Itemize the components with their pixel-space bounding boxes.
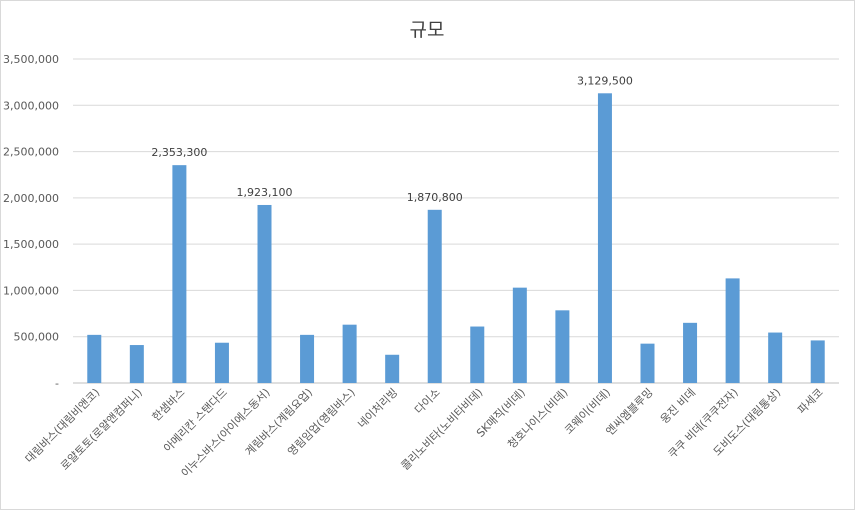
data-label: 1,870,800 <box>407 191 463 204</box>
bars <box>87 93 825 383</box>
bar <box>725 278 740 383</box>
x-tick-label: 로얄토토(로얄앤컴퍼니) <box>57 385 145 473</box>
bar <box>385 354 400 383</box>
bar <box>129 345 144 383</box>
x-tick-label: 콜리노비타(노비타비데) <box>399 386 486 473</box>
x-tick-label: 한샘바스 <box>150 386 188 424</box>
x-tick-label: 다이소 <box>412 386 443 417</box>
bar <box>214 342 229 383</box>
data-labels: 2,353,300 1,923,100 1,870,800 3,129,500 <box>151 74 633 204</box>
x-tick-label: 웅진 비데 <box>658 386 698 426</box>
x-tick-label: 파세코 <box>795 386 826 417</box>
bar <box>172 165 187 383</box>
y-tick-label: 2,000,000 <box>3 192 59 205</box>
bar <box>470 326 485 383</box>
y-axis-ticks: - 500,000 1,000,000 1,500,000 2,000,000 2,500… <box>3 53 59 390</box>
bar <box>342 324 357 383</box>
bar <box>427 209 442 383</box>
chart-title: 규모 <box>410 19 445 41</box>
gridlines <box>73 58 839 384</box>
data-label: 3,129,500 <box>577 74 633 87</box>
x-tick-label: 네이처리빙 <box>355 386 400 431</box>
bar <box>768 332 783 383</box>
y-tick-label: 3,500,000 <box>3 53 59 66</box>
data-label: 2,353,300 <box>151 146 207 159</box>
y-tick-label: 3,000,000 <box>3 99 59 112</box>
y-tick-label: 1,000,000 <box>3 284 59 297</box>
bar <box>87 334 102 383</box>
data-label: 1,923,100 <box>237 186 293 199</box>
bar <box>300 334 315 383</box>
y-tick-label: - <box>55 377 59 390</box>
y-tick-label: 2,500,000 <box>3 146 59 159</box>
x-tick-label: 대림바스(대림비앤코) <box>23 386 103 466</box>
bar <box>555 310 570 383</box>
bar <box>597 93 612 383</box>
y-tick-label: 1,500,000 <box>3 238 59 251</box>
bar <box>257 204 272 383</box>
y-tick-label: 500,000 <box>14 331 60 344</box>
bar <box>810 340 825 383</box>
bar <box>640 343 655 383</box>
bar <box>683 322 698 383</box>
bar <box>512 287 527 383</box>
